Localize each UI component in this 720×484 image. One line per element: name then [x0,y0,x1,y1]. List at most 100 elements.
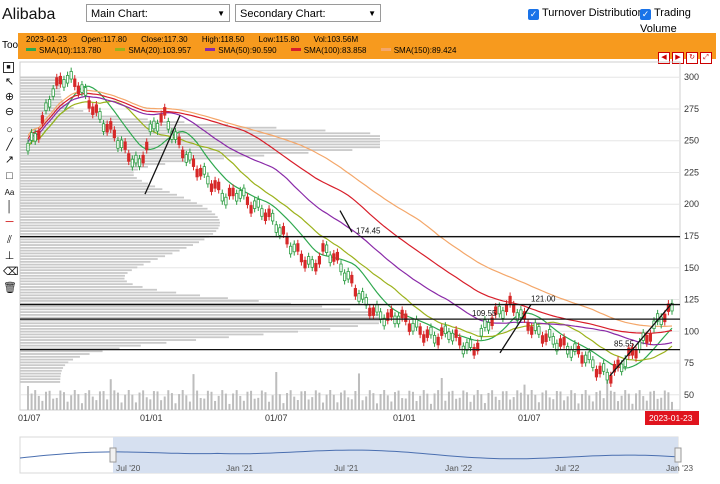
volume-bar [642,396,645,410]
sma-lines [27,85,673,369]
zoom-out-icon[interactable]: ⊖ [4,106,15,118]
turnover-bar [20,308,351,311]
volume-bar [415,401,418,410]
y-tick-label: 150 [684,263,699,273]
arrow-left-icon[interactable]: ◀ [658,52,670,64]
trash-icon[interactable]: 🗑 [3,282,17,294]
candle-down [195,168,199,178]
volume-bar [444,400,447,410]
arrow-icon[interactable]: ↗ [4,154,15,166]
turnover-bar [20,297,228,300]
candle-down [530,326,534,335]
main-chart-select[interactable]: Main Chart: ▼ [86,4,230,22]
volume-bar [649,391,652,410]
candle-up [357,293,361,302]
volume-bar [278,394,281,410]
navigator-label: Jul '20 [116,463,141,473]
candle-up [656,313,660,322]
turnover-bar [20,244,194,246]
main-chart-select-label: Main Chart: [91,8,148,20]
turnover-bar [20,163,166,165]
volume-bar [437,390,440,410]
volume-bar [210,391,213,410]
circle-icon[interactable]: ○ [6,124,13,136]
volume-bar [523,384,526,410]
volume-bar [606,380,609,410]
candle-up [548,329,552,338]
candle-down [454,329,458,338]
anchor-icon[interactable]: ⊥ [4,250,15,262]
volume-bar [52,398,55,410]
candle-down [648,333,653,342]
zoom-in-icon[interactable]: ⊕ [4,91,15,103]
candle-up [393,315,397,325]
volume-bar [138,392,141,410]
turnover-bar [20,140,380,143]
candle-up [26,142,30,152]
support-resistance-lines: 174.45 121.00 109.55 85.55 [20,227,680,351]
candle-down [371,307,375,316]
candle-up [173,131,178,140]
volume-bar [293,396,296,410]
volume-bar [462,390,465,410]
select-tool-icon[interactable]: ■ [3,62,14,73]
candle-up [152,120,156,130]
text-icon[interactable]: Aa [4,188,15,197]
turnover-bar [20,341,167,344]
volume-bar [59,390,62,410]
turnover-bar [20,115,120,118]
candle-up [479,328,483,337]
refresh-icon[interactable]: ↻ [686,52,698,64]
turnover-bar [20,129,326,132]
candle-down [296,243,300,252]
candle-down [512,304,516,313]
turnover-bar [20,123,229,126]
horizontal-line-icon[interactable]: ─ [5,216,14,228]
y-tick-label: 225 [684,167,699,177]
x-tick-label: 01/07 [518,413,541,423]
arrow-right-icon[interactable]: ▶ [672,52,684,64]
volume-bar [160,400,163,410]
secondary-chart-select[interactable]: Secondary Chart: ▼ [235,4,381,22]
pointer-icon[interactable]: ↖ [4,76,15,88]
volume-bar [537,402,540,410]
turnover-bar [20,199,191,202]
volume-bar [163,396,166,410]
candle-up [515,312,519,321]
volume-bar [491,390,494,410]
eraser-icon[interactable]: ⌫ [3,266,19,278]
candle-up [641,332,645,341]
candle-down [335,251,340,261]
volume-bar [300,391,303,410]
grid [19,61,681,411]
rectangle-icon[interactable]: □ [6,170,13,182]
volume-bar [91,396,94,410]
candle-down [159,113,163,123]
turnover-distribution-checkbox[interactable]: ✓ Turnover Distribution [528,5,644,21]
turnover-bar [20,330,299,333]
volume-bar [617,401,620,410]
volume-bar [393,392,396,410]
volume-bar [282,403,285,410]
volume-bar [519,392,522,410]
candle-down [76,85,80,95]
candle-up [573,343,577,352]
sma150-swatch [380,48,391,51]
candle-up [364,297,368,306]
candle-up [44,102,48,111]
volume-bar [152,391,155,410]
trading-volume-checkbox[interactable]: ✓ Trading Volume [640,5,720,35]
turnover-bar [20,137,380,140]
vertical-line-icon[interactable]: │ [6,201,13,213]
parallel-lines-icon[interactable]: ⫽ [7,234,12,246]
volume-bar [566,396,569,410]
candle-down [105,123,109,133]
volume-bar [390,401,393,410]
volume-bar [401,398,404,410]
volume-bar [199,397,202,410]
volume-bar [512,397,515,410]
volume-bar [541,392,544,410]
expand-icon[interactable]: ⤢ [700,52,712,64]
candle-down [353,288,357,297]
line-icon[interactable]: ╱ [6,139,13,151]
